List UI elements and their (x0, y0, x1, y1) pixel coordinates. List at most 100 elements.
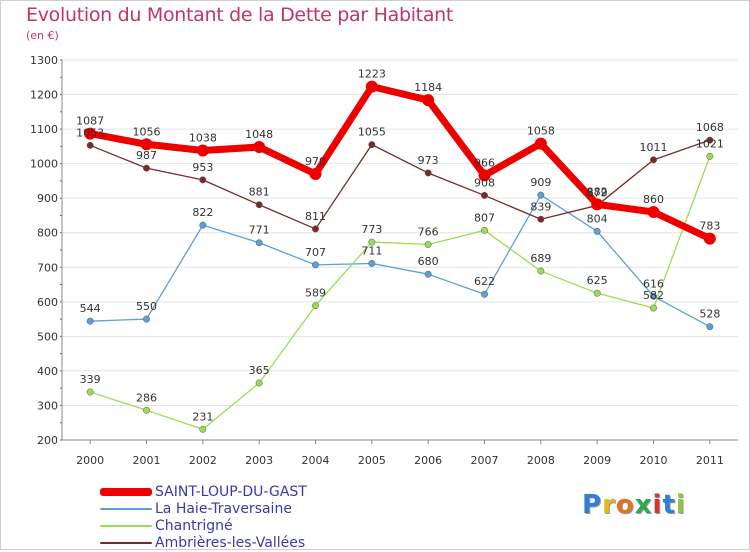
data-label: 1053 (76, 126, 104, 139)
data-point (140, 138, 153, 151)
data-label: 1038 (189, 132, 217, 145)
data-point (199, 221, 207, 229)
data-point (255, 239, 263, 247)
logo-letter: t (662, 490, 676, 520)
data-point (196, 144, 209, 157)
series-line-ambri-res-les-vall-es (89, 139, 711, 230)
axes: 200 300 400 500 600 700 800 900 1000 1100 1200 1300… (30, 54, 738, 467)
data-label: 1021 (696, 137, 724, 150)
data-point (312, 261, 319, 269)
data-point (534, 137, 547, 150)
y-tick-label-900: 900 (37, 192, 58, 205)
data-label: 1056 (133, 125, 161, 138)
data-label: 550 (136, 300, 157, 313)
data-point (199, 176, 207, 184)
y-tick-label-600: 600 (37, 296, 58, 309)
legend-label: SAINT-LOUP-DU-GAST (155, 484, 307, 500)
data-point (593, 227, 601, 235)
data-label: 582 (643, 289, 664, 302)
data-label: 908 (474, 176, 495, 189)
x-tick-label-2001: 2001 (133, 454, 161, 467)
data-label: 286 (136, 391, 157, 404)
x-tick-label-2009: 2009 (583, 454, 611, 467)
data-label: 622 (474, 275, 495, 288)
data-point (312, 225, 319, 233)
data-point (255, 201, 263, 209)
y-tick-label-800: 800 (37, 227, 58, 240)
grid (62, 59, 738, 441)
data-point (86, 388, 94, 396)
proxiti-logo: Proxiti (582, 490, 686, 520)
data-label: 970 (305, 155, 326, 168)
x-tick-label-2005: 2005 (358, 454, 386, 467)
logo-letter: i (652, 490, 663, 520)
data-point (368, 238, 376, 246)
y-tick-label-300: 300 (37, 399, 58, 412)
data-label: 625 (587, 274, 608, 287)
data-point (86, 317, 94, 325)
data-point (143, 406, 150, 414)
data-point (424, 241, 432, 248)
data-point (706, 323, 714, 331)
y-tick-label-1300: 1300 (30, 54, 58, 67)
y-tick-label-200: 200 (37, 434, 58, 447)
data-label: 1068 (696, 121, 724, 134)
data-label: 771 (249, 224, 270, 237)
series-group (84, 80, 716, 433)
x-tick-label-2006: 2006 (414, 454, 442, 467)
legend-label: Chantrigné (155, 518, 233, 534)
data-label: 807 (474, 211, 495, 224)
x-tick-label-2000: 2000 (76, 454, 104, 467)
logo-letter: o (615, 490, 635, 520)
series-line-saint-loup-du-gast (86, 83, 714, 243)
data-label: 973 (418, 154, 439, 167)
data-label: 711 (361, 244, 382, 257)
data-labels: 1087 1056 1038 1048 970 1223 1184 966 1058 882 860… (76, 68, 724, 424)
data-label: 1087 (76, 115, 104, 128)
x-tick-label-2008: 2008 (527, 454, 555, 467)
legend-swatch (100, 542, 152, 544)
data-label: 909 (530, 176, 551, 189)
data-label: 804 (587, 212, 608, 225)
x-tick-label-2002: 2002 (189, 454, 217, 467)
data-label: 773 (361, 223, 382, 236)
legend-swatch (100, 488, 152, 496)
data-point (143, 315, 150, 323)
data-point (481, 290, 488, 298)
y-tick-label-1200: 1200 (30, 89, 58, 102)
data-label: 544 (80, 302, 101, 315)
x-tick-label-2007: 2007 (471, 454, 499, 467)
x-tick-label-2003: 2003 (245, 454, 273, 467)
x-tick-label-2004: 2004 (302, 454, 330, 467)
data-point (478, 169, 491, 182)
data-label: 783 (699, 220, 720, 233)
data-label: 966 (474, 156, 495, 169)
data-label: 860 (643, 193, 664, 206)
series-saint-loup-du-gast (84, 80, 716, 245)
x-tick-label-2011: 2011 (696, 454, 724, 467)
data-point (253, 141, 266, 154)
data-point (312, 302, 319, 310)
data-point (537, 191, 545, 199)
data-point (650, 304, 657, 312)
data-label: 707 (305, 246, 326, 259)
data-point (481, 191, 488, 199)
data-point (255, 379, 263, 387)
data-point (199, 425, 207, 433)
data-point (591, 198, 604, 211)
series-line-la-haie-traversaine (89, 194, 711, 328)
x-tick-label-2010: 2010 (640, 454, 668, 467)
legend-label: La Haie-Traversaine (155, 501, 292, 517)
series-chantrign- (86, 152, 714, 433)
series-line-chantrign- (89, 155, 711, 430)
data-point (424, 169, 432, 177)
data-point (481, 226, 488, 234)
line-chart: 200 300 400 500 600 700 800 900 1000 1100 1200 1300… (30, 54, 738, 467)
data-point (706, 136, 714, 144)
data-point (650, 292, 657, 300)
data-point (368, 141, 376, 149)
data-label: 616 (643, 277, 664, 290)
data-label: 1048 (245, 128, 273, 141)
data-point (84, 127, 97, 140)
legend-label: Ambrières-les-Vallées (155, 535, 306, 551)
